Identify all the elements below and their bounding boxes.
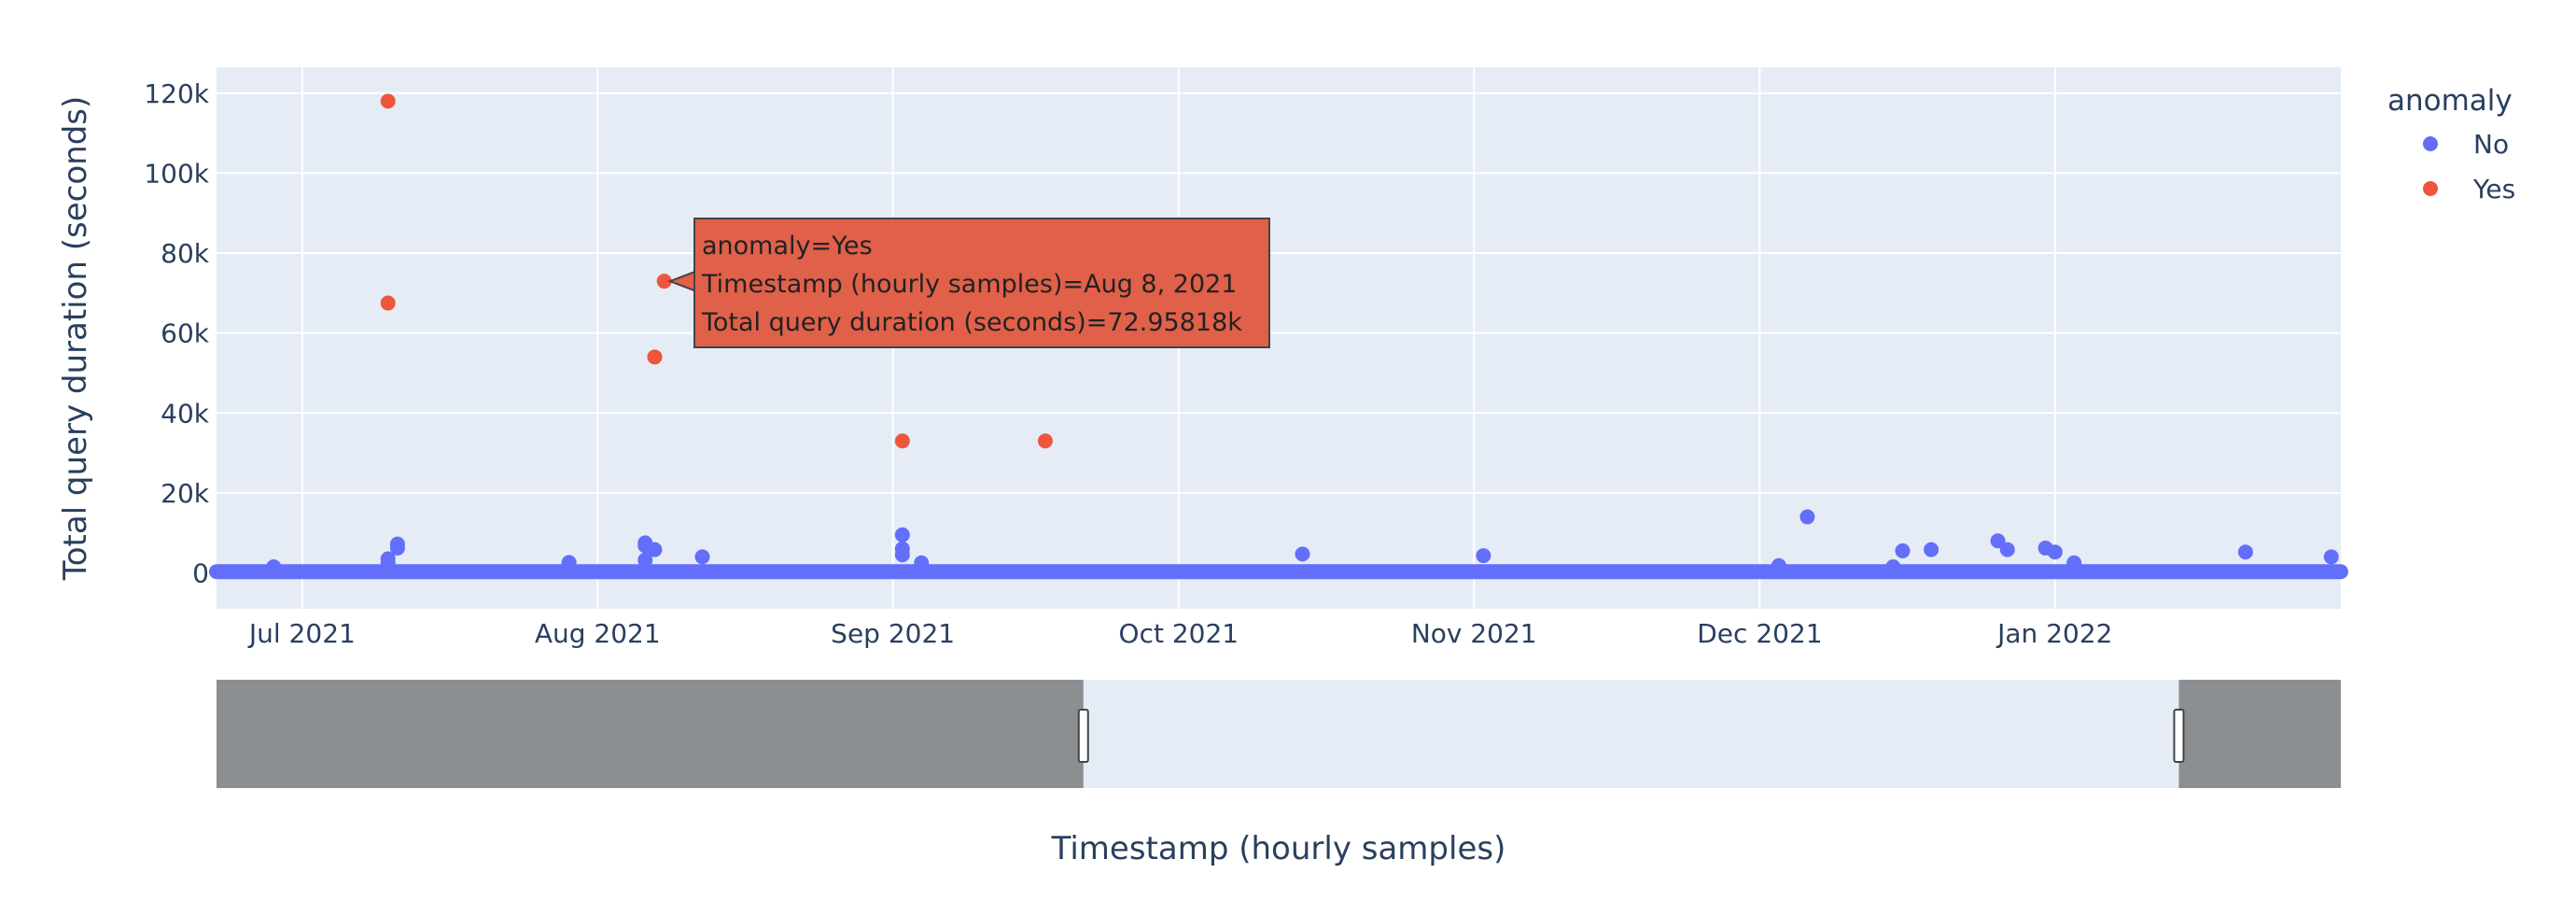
range-slider[interactable] bbox=[217, 680, 2341, 788]
y-tick-label: 20k bbox=[161, 478, 210, 509]
x-tick-label: Jan 2022 bbox=[1995, 618, 2112, 649]
y-tick-label: 120k bbox=[144, 78, 209, 109]
data-point-no bbox=[2323, 549, 2339, 565]
plot-area bbox=[217, 67, 2341, 609]
legend-marker-no bbox=[2423, 136, 2438, 151]
legend: anomaly No Yes bbox=[2387, 84, 2515, 204]
x-tick-label: Nov 2021 bbox=[1411, 618, 1537, 649]
data-point-no bbox=[914, 555, 930, 571]
data-point-yes bbox=[647, 349, 663, 365]
data-point-yes bbox=[380, 93, 396, 109]
data-point-yes bbox=[380, 295, 396, 311]
legend-label-yes: Yes bbox=[2472, 174, 2515, 204]
x-tick-label: Dec 2021 bbox=[1697, 618, 1822, 649]
data-point-no bbox=[1924, 542, 1939, 557]
y-tick-labels: 0 20k 40k 60k 80k 100k 120k bbox=[144, 78, 209, 589]
y-tick-label: 100k bbox=[144, 158, 209, 189]
tooltip-box bbox=[693, 218, 1270, 348]
x-tick-label: Oct 2021 bbox=[1119, 618, 1239, 649]
y-tick-label: 80k bbox=[161, 238, 210, 269]
points-layer bbox=[266, 93, 2339, 575]
hover-tooltip: anomaly=Yes Timestamp (hourly samples)=A… bbox=[666, 218, 1270, 348]
x-tick-label: Aug 2021 bbox=[535, 618, 661, 649]
x-tick-label: Sep 2021 bbox=[831, 618, 955, 649]
x-axis-title: Timestamp (hourly samples) bbox=[1051, 830, 1506, 867]
tooltip-line-3: Total query duration (seconds)=72.95818k bbox=[701, 308, 1242, 337]
data-point-yes bbox=[1037, 433, 1053, 449]
data-point-no bbox=[694, 549, 710, 565]
range-slider-handle-right[interactable] bbox=[2173, 709, 2185, 763]
legend-title: anomaly bbox=[2387, 84, 2513, 118]
data-point-no bbox=[561, 555, 577, 571]
tooltip-line-2: Timestamp (hourly samples)=Aug 8, 2021 bbox=[701, 270, 1238, 299]
legend-marker-yes bbox=[2423, 181, 2438, 196]
range-slider-mask-left bbox=[217, 680, 1084, 788]
y-tick-label: 40k bbox=[161, 398, 210, 429]
data-point-no bbox=[2066, 555, 2082, 571]
data-point-no bbox=[1990, 533, 2006, 549]
data-point-no bbox=[1771, 557, 1786, 573]
legend-label-no: No bbox=[2473, 129, 2509, 160]
data-point-no bbox=[1895, 543, 1911, 558]
data-point-no bbox=[389, 536, 405, 552]
data-point-no bbox=[380, 551, 396, 567]
x-tick-label: Jul 2021 bbox=[247, 618, 356, 649]
data-point-yes bbox=[894, 433, 910, 449]
data-point-no bbox=[1799, 509, 1815, 525]
data-point-no bbox=[2047, 544, 2063, 560]
data-point-no bbox=[1476, 548, 1491, 564]
data-point-no bbox=[266, 559, 282, 575]
data-point-no bbox=[894, 527, 910, 543]
data-point-no bbox=[2237, 544, 2253, 560]
data-point-no bbox=[1999, 542, 2015, 557]
data-point-no bbox=[894, 547, 910, 563]
range-slider-mask-right bbox=[2178, 680, 2341, 788]
data-point-no bbox=[647, 542, 663, 557]
data-point-no bbox=[1885, 559, 1901, 575]
y-tick-label: 60k bbox=[161, 318, 210, 349]
data-point-yes bbox=[656, 274, 672, 289]
legend-item-no[interactable]: No bbox=[2423, 129, 2509, 160]
legend-item-yes[interactable]: Yes bbox=[2423, 174, 2515, 204]
tooltip-line-1: anomaly=Yes bbox=[702, 232, 873, 261]
data-point-no bbox=[637, 552, 653, 568]
y-axis-title: Total query duration (seconds) bbox=[57, 96, 94, 582]
y-tick-label: 0 bbox=[192, 557, 209, 588]
range-slider-handle-left[interactable] bbox=[1077, 709, 1089, 763]
x-tick-labels: Jul 2021 Aug 2021 Sep 2021 Oct 2021 Nov 2021… bbox=[247, 618, 2113, 649]
data-point-no bbox=[1295, 546, 1310, 562]
